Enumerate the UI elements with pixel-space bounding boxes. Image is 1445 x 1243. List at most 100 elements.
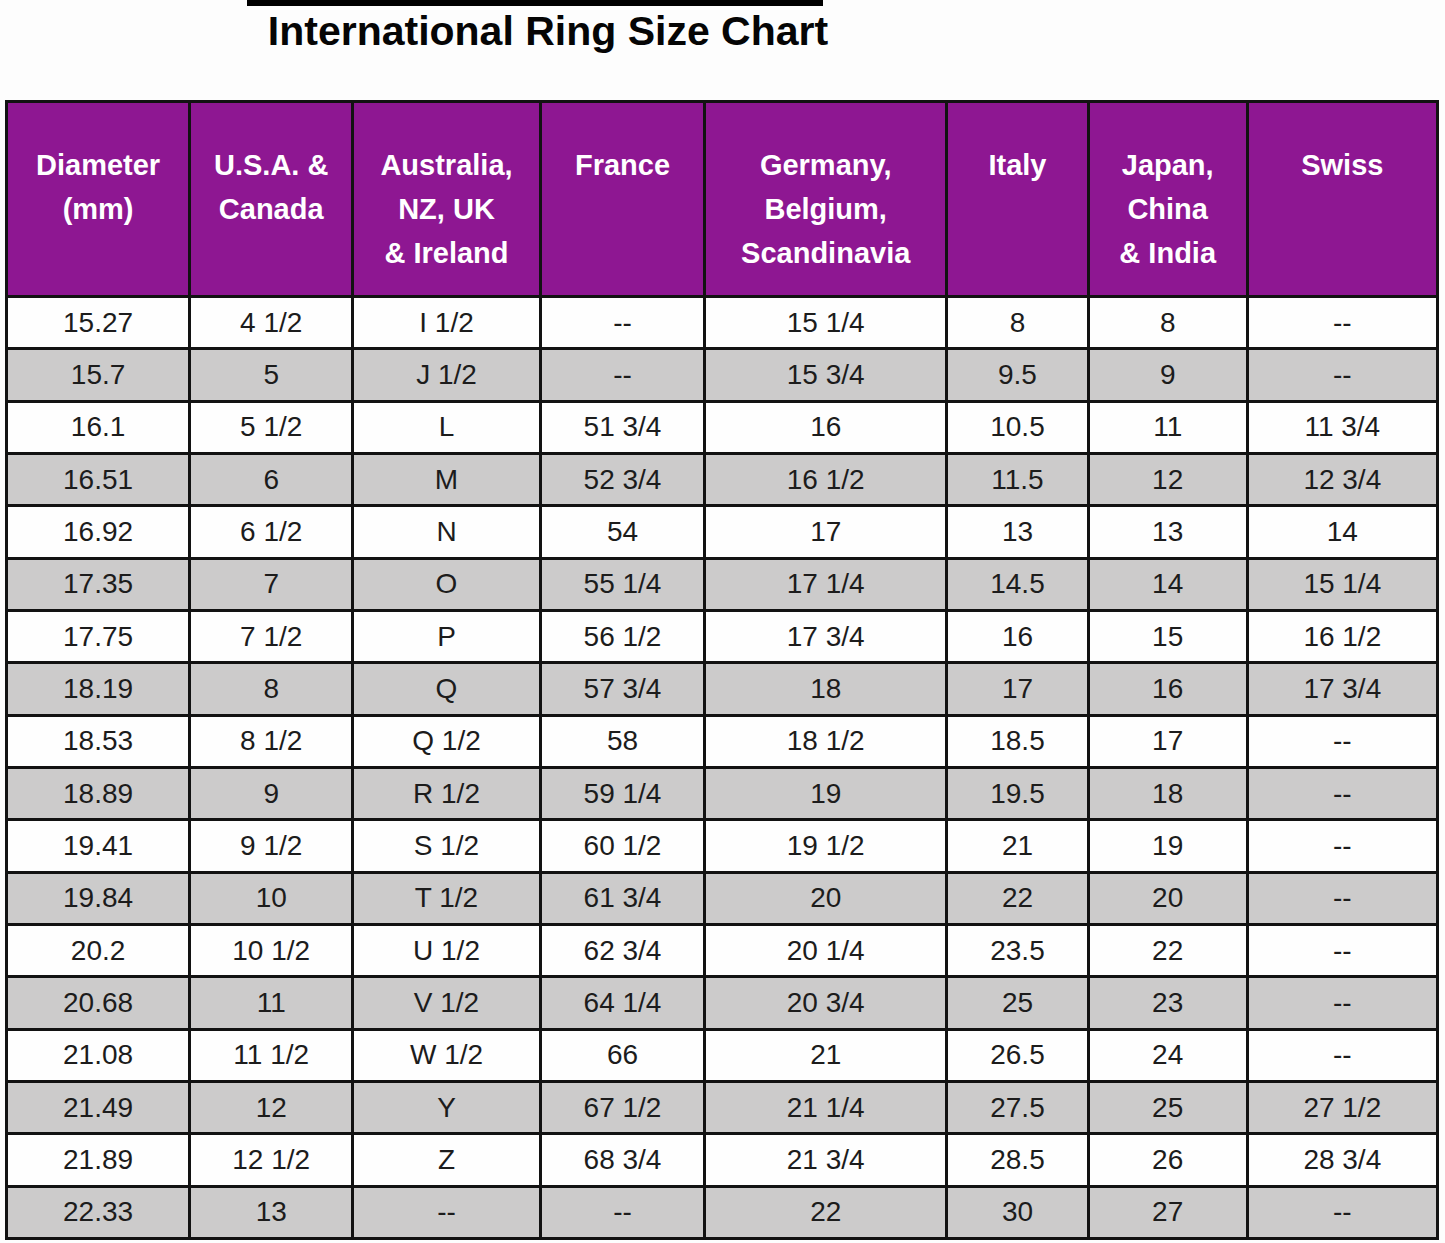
table-row: 21.8912 1/2Z68 3/421 3/428.52628 3/4 [7, 1134, 1438, 1186]
cell: 21 [705, 1029, 947, 1081]
cell: -- [1247, 977, 1437, 1029]
cell: -- [1247, 349, 1437, 401]
cell: 8 1/2 [190, 715, 353, 767]
cell: 5 1/2 [190, 401, 353, 453]
cell: 15.7 [7, 349, 190, 401]
cell: J 1/2 [353, 349, 540, 401]
cell: T 1/2 [353, 872, 540, 924]
cell: -- [540, 349, 705, 401]
cell: 22.33 [7, 1186, 190, 1238]
cell: 9 [190, 767, 353, 819]
column-header: Swiss [1247, 102, 1437, 297]
cell: -- [1247, 297, 1437, 349]
cell: 15.27 [7, 297, 190, 349]
table-row: 20.210 1/2U 1/262 3/420 1/423.522-- [7, 924, 1438, 976]
header-row: Diameter (mm)U.S.A. & CanadaAustralia, N… [7, 102, 1438, 297]
cell: 19.41 [7, 820, 190, 872]
cell: 67 1/2 [540, 1081, 705, 1133]
cell: 23 [1088, 977, 1247, 1029]
table-row: 18.198Q57 3/418171617 3/4 [7, 663, 1438, 715]
cell: -- [1247, 820, 1437, 872]
cell: S 1/2 [353, 820, 540, 872]
title-top-rule [247, 0, 823, 6]
cell: 51 3/4 [540, 401, 705, 453]
cell: 16.1 [7, 401, 190, 453]
cell: 17 3/4 [705, 610, 947, 662]
cell: 8 [190, 663, 353, 715]
cell: 24 [1088, 1029, 1247, 1081]
cell: 66 [540, 1029, 705, 1081]
page-title: International Ring Size Chart [0, 8, 1096, 55]
table-row: 18.899R 1/259 1/41919.518-- [7, 767, 1438, 819]
cell: -- [540, 1186, 705, 1238]
cell: 13 [190, 1186, 353, 1238]
cell: 10.5 [947, 401, 1089, 453]
cell: 14 [1088, 558, 1247, 610]
table-row: 16.516M52 3/416 1/211.51212 3/4 [7, 453, 1438, 505]
table-row: 15.75J 1/2--15 3/49.59-- [7, 349, 1438, 401]
cell: 13 [947, 506, 1089, 558]
cell: 14.5 [947, 558, 1089, 610]
cell: 20 3/4 [705, 977, 947, 1029]
cell: 18.53 [7, 715, 190, 767]
cell: 21.08 [7, 1029, 190, 1081]
cell: 13 [1088, 506, 1247, 558]
column-header: Japan, China & India [1088, 102, 1247, 297]
cell: N [353, 506, 540, 558]
cell: 25 [947, 977, 1089, 1029]
table-body: 15.274 1/2I 1/2--15 1/488--15.75J 1/2--1… [7, 297, 1438, 1239]
cell: 8 [1088, 297, 1247, 349]
cell: 21 [947, 820, 1089, 872]
table-row: 22.3313----223027-- [7, 1186, 1438, 1238]
cell: 20 [705, 872, 947, 924]
cell: 10 [190, 872, 353, 924]
cell: 16 [1088, 663, 1247, 715]
cell: 19 [705, 767, 947, 819]
table-row: 17.757 1/2P56 1/217 3/4161516 1/2 [7, 610, 1438, 662]
cell: 27.5 [947, 1081, 1089, 1133]
cell: 18.19 [7, 663, 190, 715]
cell: 28 3/4 [1247, 1134, 1437, 1186]
cell: 20 1/4 [705, 924, 947, 976]
cell: 22 [1088, 924, 1247, 976]
cell: -- [1247, 872, 1437, 924]
cell: P [353, 610, 540, 662]
cell: 7 1/2 [190, 610, 353, 662]
cell: 16 [947, 610, 1089, 662]
cell: 27 [1088, 1186, 1247, 1238]
cell: 21 1/4 [705, 1081, 947, 1133]
cell: -- [1247, 715, 1437, 767]
cell: 12 [1088, 453, 1247, 505]
cell: 28.5 [947, 1134, 1089, 1186]
cell: 15 [1088, 610, 1247, 662]
cell: 12 [190, 1081, 353, 1133]
cell: 8 [947, 297, 1089, 349]
cell: -- [1247, 924, 1437, 976]
cell: R 1/2 [353, 767, 540, 819]
cell: 19 1/2 [705, 820, 947, 872]
cell: 21.89 [7, 1134, 190, 1186]
cell: Q [353, 663, 540, 715]
cell: 22 [947, 872, 1089, 924]
cell: 10 1/2 [190, 924, 353, 976]
cell: 17 3/4 [1247, 663, 1437, 715]
cell: -- [1247, 767, 1437, 819]
cell: 16 [705, 401, 947, 453]
cell: 11 1/2 [190, 1029, 353, 1081]
table-row: 21.0811 1/2W 1/2662126.524-- [7, 1029, 1438, 1081]
cell: 61 3/4 [540, 872, 705, 924]
cell: 25 [1088, 1081, 1247, 1133]
table-row: 19.8410T 1/261 3/4202220-- [7, 872, 1438, 924]
cell: 20.68 [7, 977, 190, 1029]
table-row: 19.419 1/2S 1/260 1/219 1/22119-- [7, 820, 1438, 872]
cell: 56 1/2 [540, 610, 705, 662]
table-row: 20.6811V 1/264 1/420 3/42523-- [7, 977, 1438, 1029]
cell: 19 [1088, 820, 1247, 872]
cell: 55 1/4 [540, 558, 705, 610]
cell: 14 [1247, 506, 1437, 558]
table-row: 16.15 1/2L51 3/41610.51111 3/4 [7, 401, 1438, 453]
cell: L [353, 401, 540, 453]
cell: 12 1/2 [190, 1134, 353, 1186]
cell: 54 [540, 506, 705, 558]
cell: -- [1247, 1186, 1437, 1238]
